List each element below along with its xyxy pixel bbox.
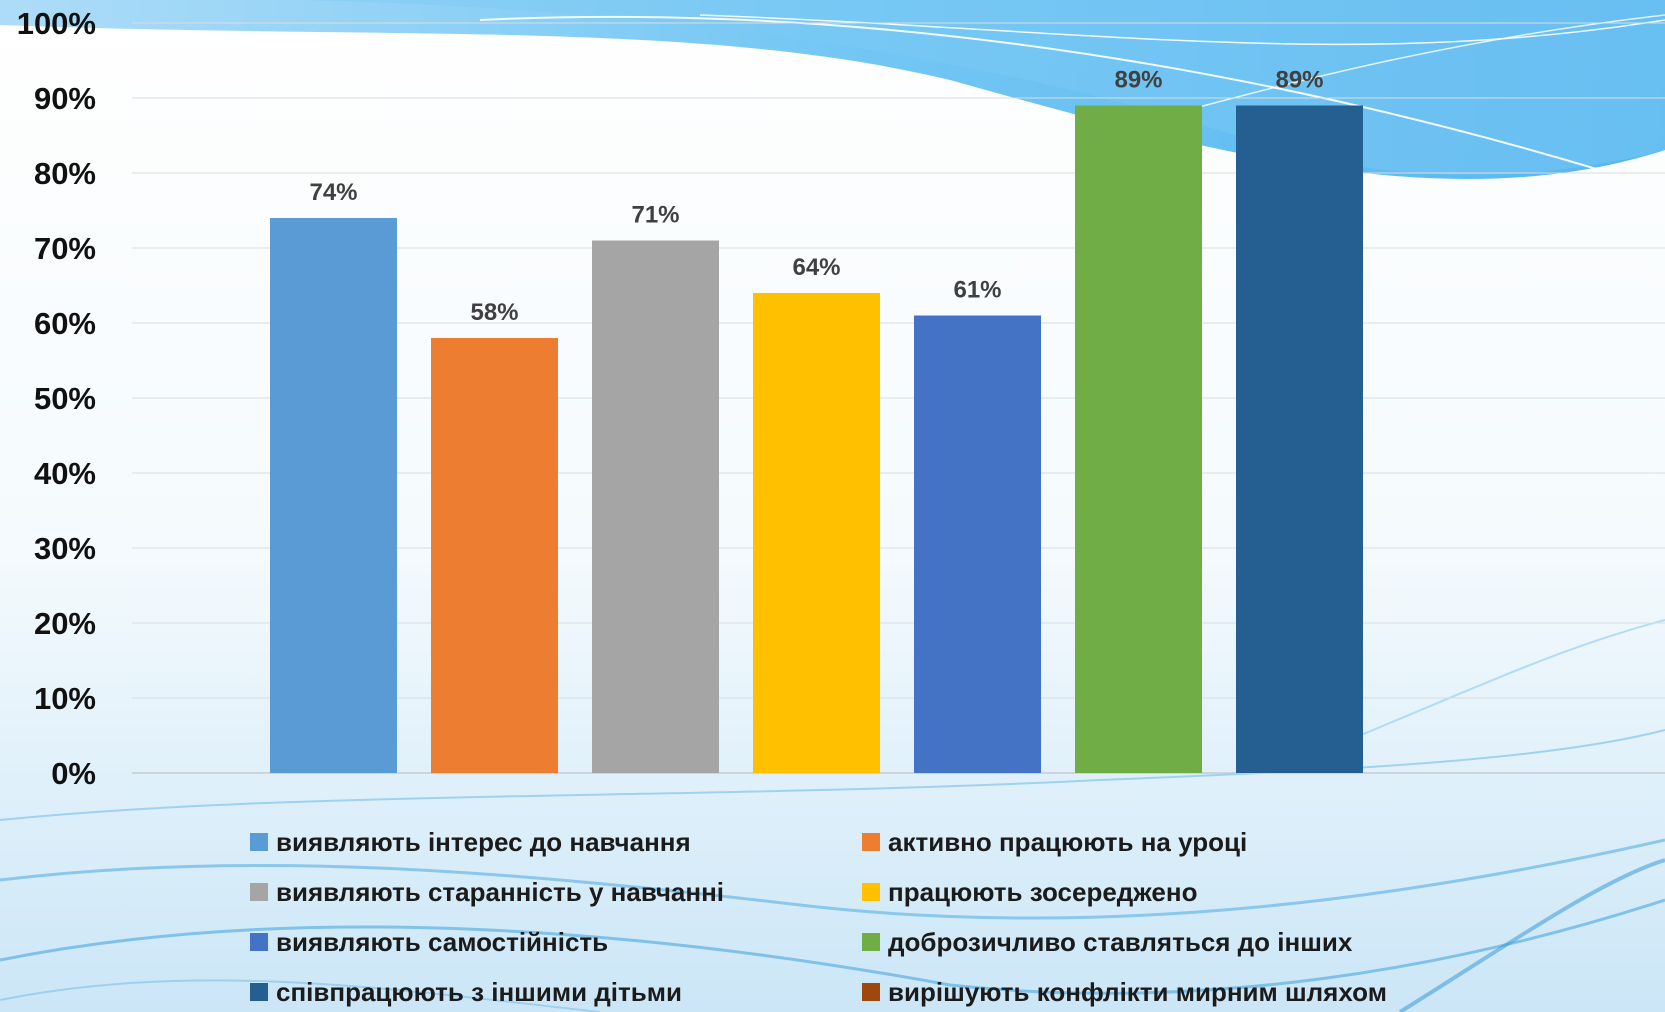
bar — [753, 293, 880, 773]
data-labels: 74% 58% 71% 64% 61% 89% 89% — [309, 67, 1323, 327]
data-label: 58% — [470, 299, 518, 326]
legend-swatch — [862, 983, 880, 1001]
legend-item: виявляють інтерес до навчання — [250, 822, 691, 862]
y-tick-label: 90% — [34, 81, 96, 116]
legend-label: виявляють самостійність — [276, 926, 609, 957]
legend-label: працюють зосереджено — [888, 876, 1198, 907]
legend-swatch — [862, 933, 880, 951]
legend-swatch — [862, 883, 880, 901]
y-tick-label: 100% — [17, 6, 96, 41]
bar — [1075, 105, 1202, 773]
data-label: 71% — [631, 202, 679, 229]
legend-item: співпрацюють з іншими дітьми — [250, 972, 682, 1012]
y-tick-label: 70% — [34, 231, 96, 266]
bar — [431, 338, 558, 773]
data-label: 64% — [792, 254, 840, 281]
legend-item: працюють зосереджено — [862, 872, 1197, 912]
bar — [914, 315, 1041, 773]
y-tick-label: 0% — [51, 756, 96, 791]
legend-item: активно працюють на уроці — [862, 822, 1247, 862]
legend-swatch — [250, 983, 268, 1001]
legend-swatch — [862, 833, 880, 851]
legend-swatch — [250, 933, 268, 951]
data-label: 74% — [309, 179, 357, 206]
y-tick-label: 40% — [34, 456, 96, 491]
legend-item: доброзичливо ставляться до інших — [862, 922, 1352, 962]
y-axis: 0% 10% 20% 30% 40% 50% 60% 70% 80% 90% 100% — [17, 6, 96, 791]
legend-item: виявляють старанність у навчанні — [250, 872, 724, 912]
legend-label: виявляють інтерес до навчання — [276, 826, 691, 857]
data-label: 89% — [1275, 67, 1323, 94]
bar — [1236, 105, 1363, 773]
y-tick-label: 20% — [34, 606, 96, 641]
legend-label: вирішують конфлікти мирним шляхом — [888, 976, 1387, 1007]
legend-label: співпрацюють з іншими дітьми — [276, 976, 682, 1007]
y-tick-label: 10% — [34, 681, 96, 716]
legend-item: виявляють самостійність — [250, 922, 608, 962]
data-label: 89% — [1114, 67, 1162, 94]
bars — [270, 105, 1363, 773]
y-tick-label: 30% — [34, 531, 96, 566]
bar — [270, 218, 397, 773]
y-tick-label: 60% — [34, 306, 96, 341]
legend-label: виявляють старанність у навчанні — [276, 876, 725, 907]
legend-label: доброзичливо ставляться до інших — [888, 926, 1353, 957]
legend-swatch — [250, 883, 268, 901]
legend-item: вирішують конфлікти мирним шляхом — [862, 972, 1387, 1012]
legend-label: активно працюють на уроці — [888, 826, 1248, 857]
bar — [592, 240, 719, 773]
legend-swatch — [250, 833, 268, 851]
y-tick-label: 50% — [34, 381, 96, 416]
y-tick-label: 80% — [34, 156, 96, 191]
data-label: 61% — [953, 277, 1001, 304]
